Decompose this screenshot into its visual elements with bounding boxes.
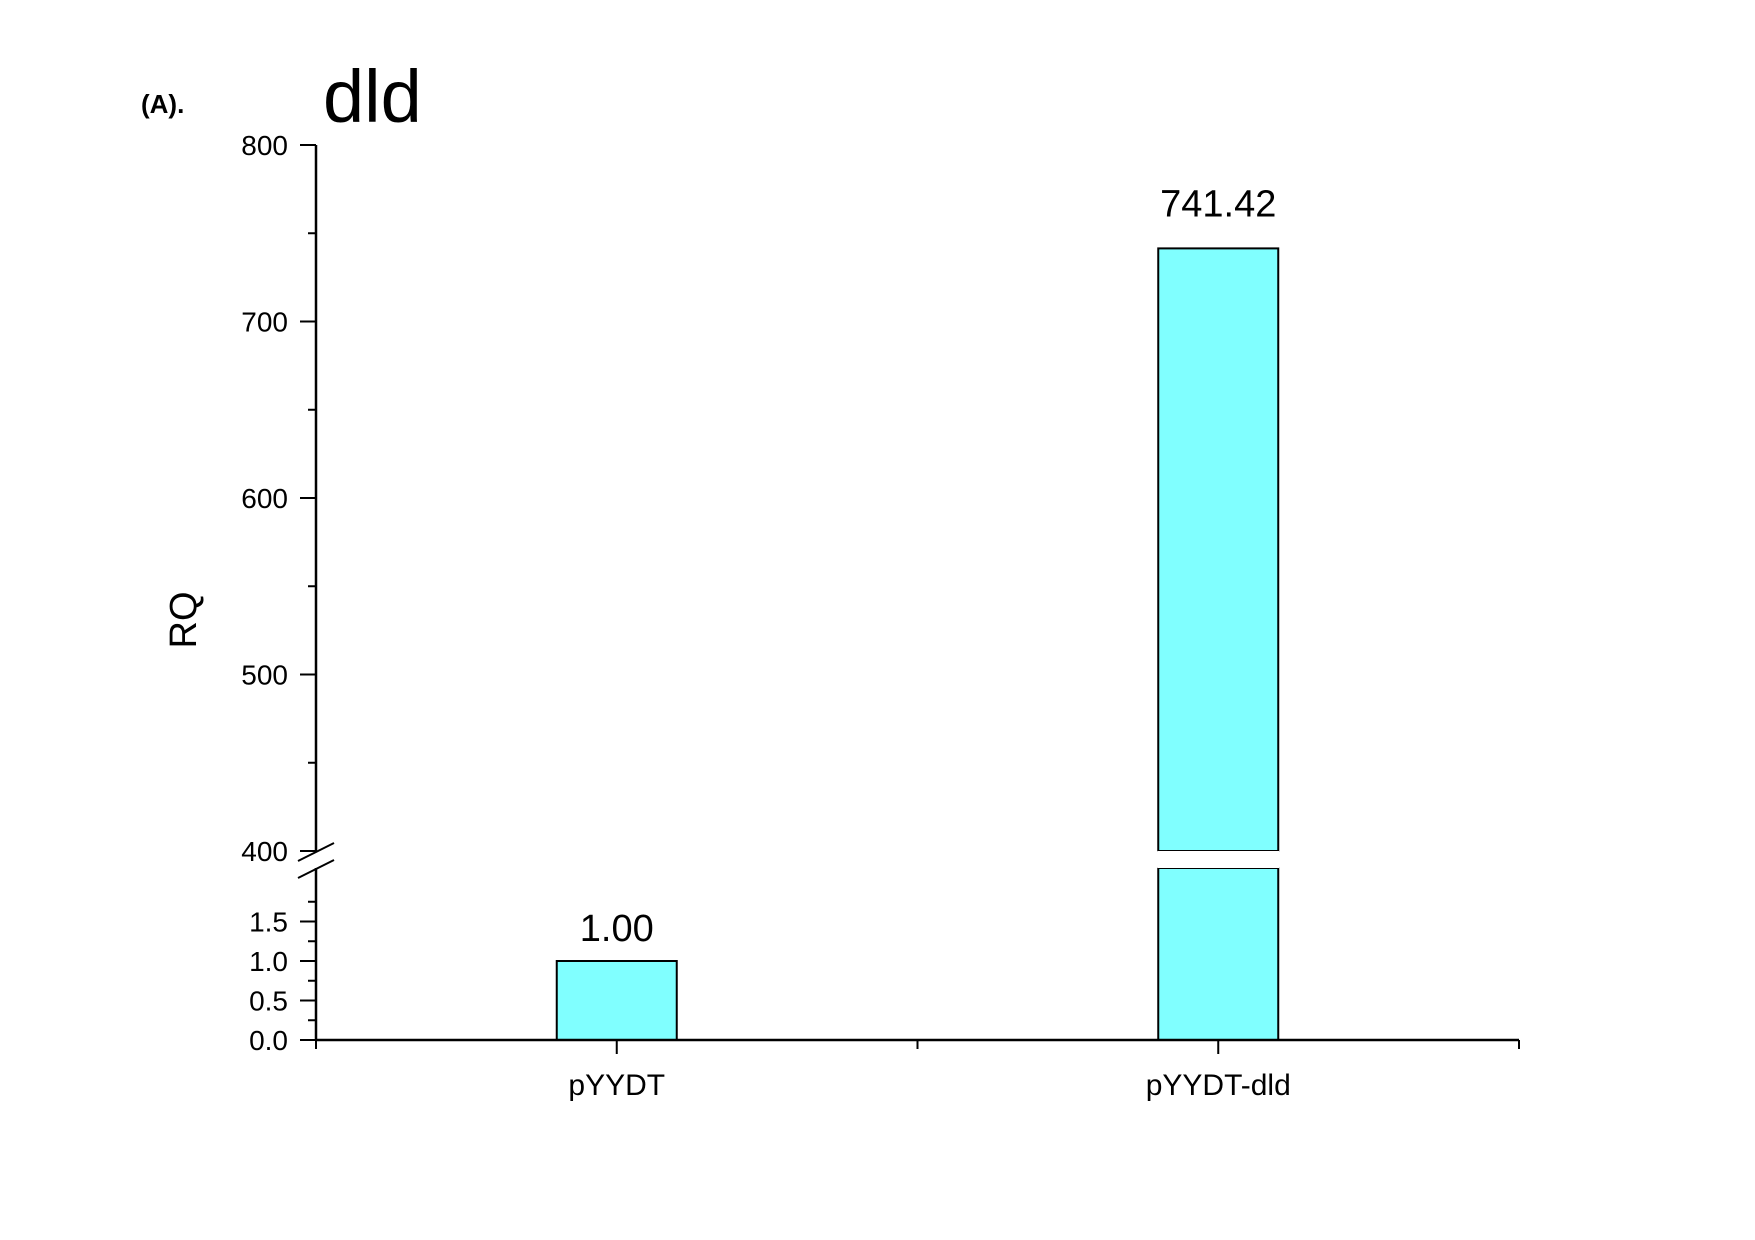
y-tick-label: 500 [241, 660, 288, 691]
y-tick-label: 1.5 [249, 907, 288, 938]
y-tick-label: 0.0 [249, 1025, 288, 1056]
x-tick-label: pYYDT [568, 1069, 665, 1102]
panel-label: (A). [141, 89, 184, 119]
labels-layer: 1.00 pYYDT 741.42 pYYDT-dld 0.0 0.5 1.0 1.5 400 5… [241, 130, 1291, 1102]
y-tick-label: 1.0 [249, 946, 288, 977]
bar-pYYDT [555, 960, 678, 1041]
x-tick-label: pYYDT-dld [1146, 1069, 1291, 1102]
y-tick-label: 600 [241, 483, 288, 514]
data-label: 741.42 [1160, 183, 1276, 225]
y-axis-title: RQ [163, 592, 205, 649]
axes-layer [297, 144, 1520, 1054]
y-tick-label: 400 [241, 836, 288, 867]
y-tick-label: 800 [241, 130, 288, 161]
bar-pYYDT-dld-lower [1157, 867, 1280, 1041]
y-tick-label: 0.5 [249, 986, 288, 1017]
bar-pYYDT-dld-upper [1157, 247, 1280, 853]
axis-break-gap [1157, 851, 1280, 868]
data-label: 1.00 [580, 908, 654, 950]
chart-title: dld [323, 55, 422, 138]
axis-break-mark [297, 859, 335, 879]
y-tick-label: 700 [241, 307, 288, 338]
bars-layer [555, 247, 1280, 1041]
